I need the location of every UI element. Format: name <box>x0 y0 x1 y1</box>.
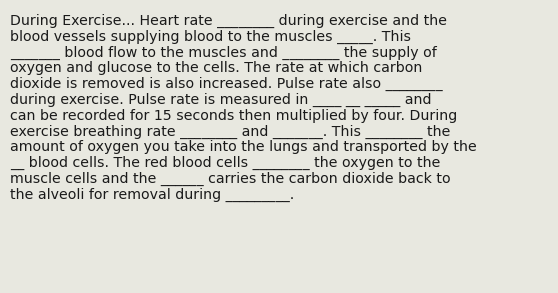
Text: exercise breathing rate ________ and _______. This ________ the: exercise breathing rate ________ and ___… <box>10 125 450 139</box>
Text: can be recorded for 15 seconds then multiplied by four. During: can be recorded for 15 seconds then mult… <box>10 109 457 123</box>
Text: blood vessels supplying blood to the muscles _____. This: blood vessels supplying blood to the mus… <box>10 30 411 44</box>
Text: _______ blood flow to the muscles and ________ the supply of: _______ blood flow to the muscles and __… <box>10 46 437 60</box>
Text: the alveoli for removal during _________.: the alveoli for removal during _________… <box>10 188 294 202</box>
Text: dioxide is removed is also increased. Pulse rate also ________: dioxide is removed is also increased. Pu… <box>10 77 442 91</box>
Text: During Exercise... Heart rate ________ during exercise and the: During Exercise... Heart rate ________ d… <box>10 14 447 28</box>
Text: amount of oxygen you take into the lungs and transported by the: amount of oxygen you take into the lungs… <box>10 140 477 154</box>
Text: during exercise. Pulse rate is measured in ____ __ _____ and: during exercise. Pulse rate is measured … <box>10 93 431 107</box>
Text: __ blood cells. The red blood cells ________ the oxygen to the: __ blood cells. The red blood cells ____… <box>10 156 440 171</box>
Text: oxygen and glucose to the cells. The rate at which carbon: oxygen and glucose to the cells. The rat… <box>10 62 422 75</box>
Text: muscle cells and the ______ carries the carbon dioxide back to: muscle cells and the ______ carries the … <box>10 172 451 186</box>
